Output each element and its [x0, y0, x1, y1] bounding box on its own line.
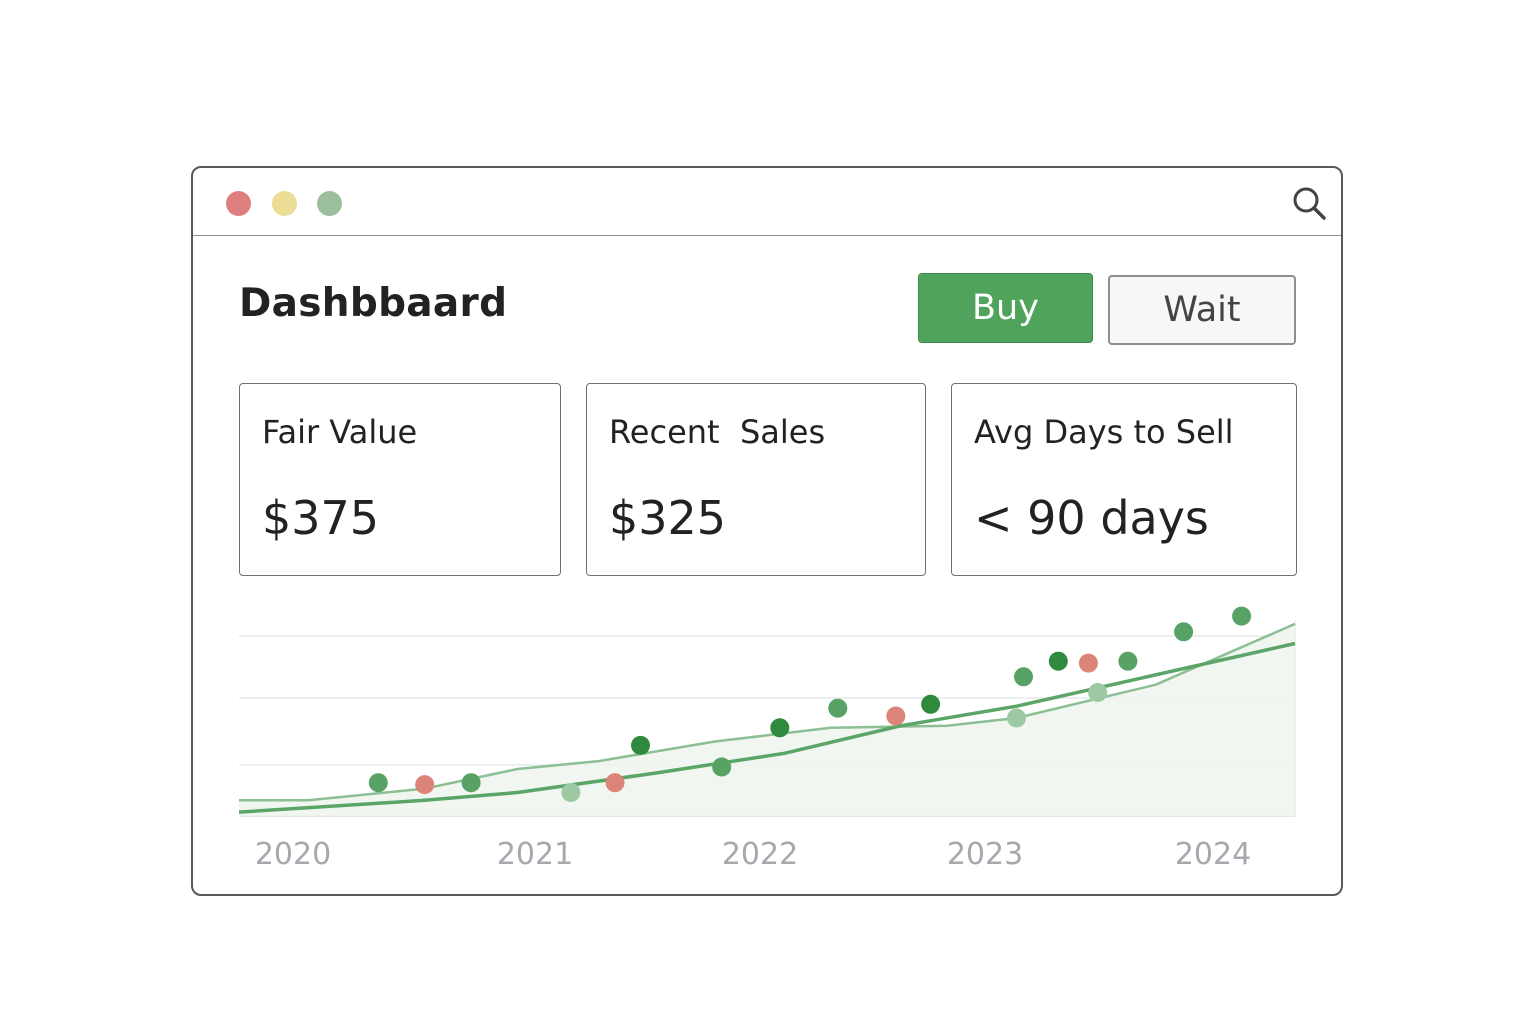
sale-point-17 — [1174, 622, 1194, 642]
sale-point-12 — [1014, 667, 1033, 687]
page-title: Dashbbaard — [239, 281, 508, 326]
sale-point-18 — [1232, 606, 1252, 626]
maximize-window-button[interactable] — [317, 191, 342, 216]
sale-point-4 — [605, 773, 625, 793]
sale-point-0 — [368, 773, 388, 793]
sale-point-8 — [828, 698, 848, 718]
trend-area — [239, 623, 1295, 816]
avg-days-amount: < 90 days — [974, 491, 1209, 545]
fair-value-card: Fair Value $375 — [239, 383, 561, 576]
search-icon — [1293, 187, 1326, 220]
sale-point-16 — [1118, 651, 1138, 671]
price-history-chart: 2020 2021 2022 2023 2024 — [238, 606, 1296, 872]
recent-sales-label: Recent Sales — [609, 413, 826, 451]
avg-days-card: Avg Days to Sell < 90 days — [951, 383, 1297, 576]
fair-value-amount: $375 — [262, 491, 380, 545]
sale-point-6 — [712, 757, 732, 777]
sale-point-10 — [921, 694, 941, 714]
avg-days-label: Avg Days to Sell — [974, 413, 1234, 451]
x-tick-label-2022: 2022 — [722, 837, 798, 872]
sale-point-7 — [770, 718, 790, 738]
x-tick-label-2023: 2023 — [947, 837, 1023, 872]
trend-line-lower — [238, 641, 1296, 814]
title-bar — [193, 168, 1341, 236]
x-tick-label-2020: 2020 — [255, 837, 331, 872]
buy-button[interactable]: Buy — [918, 273, 1093, 343]
wait-button[interactable]: Wait — [1108, 275, 1296, 345]
sale-point-1 — [415, 775, 435, 795]
trend-line-upper — [239, 622, 1296, 802]
sale-point-15 — [1088, 683, 1108, 702]
sale-point-2 — [461, 773, 481, 793]
sale-point-9 — [886, 706, 906, 726]
search-button[interactable] — [1289, 184, 1329, 224]
close-window-button[interactable] — [226, 191, 251, 216]
x-tick-label-2024: 2024 — [1175, 837, 1251, 872]
sale-point-14 — [1078, 653, 1098, 673]
sale-point-3 — [561, 783, 581, 802]
fair-value-label: Fair Value — [262, 413, 418, 451]
minimize-window-button[interactable] — [272, 191, 297, 216]
sale-point-13 — [1048, 651, 1068, 671]
recent-sales-card: Recent Sales $325 — [586, 383, 926, 576]
sale-point-11 — [1007, 708, 1026, 728]
app-window: Dashbbaard Buy Wait Fair Value $375 Rece… — [191, 166, 1343, 896]
recent-sales-amount: $325 — [609, 491, 727, 545]
sale-point-5 — [631, 735, 650, 755]
x-tick-label-2021: 2021 — [497, 837, 573, 872]
